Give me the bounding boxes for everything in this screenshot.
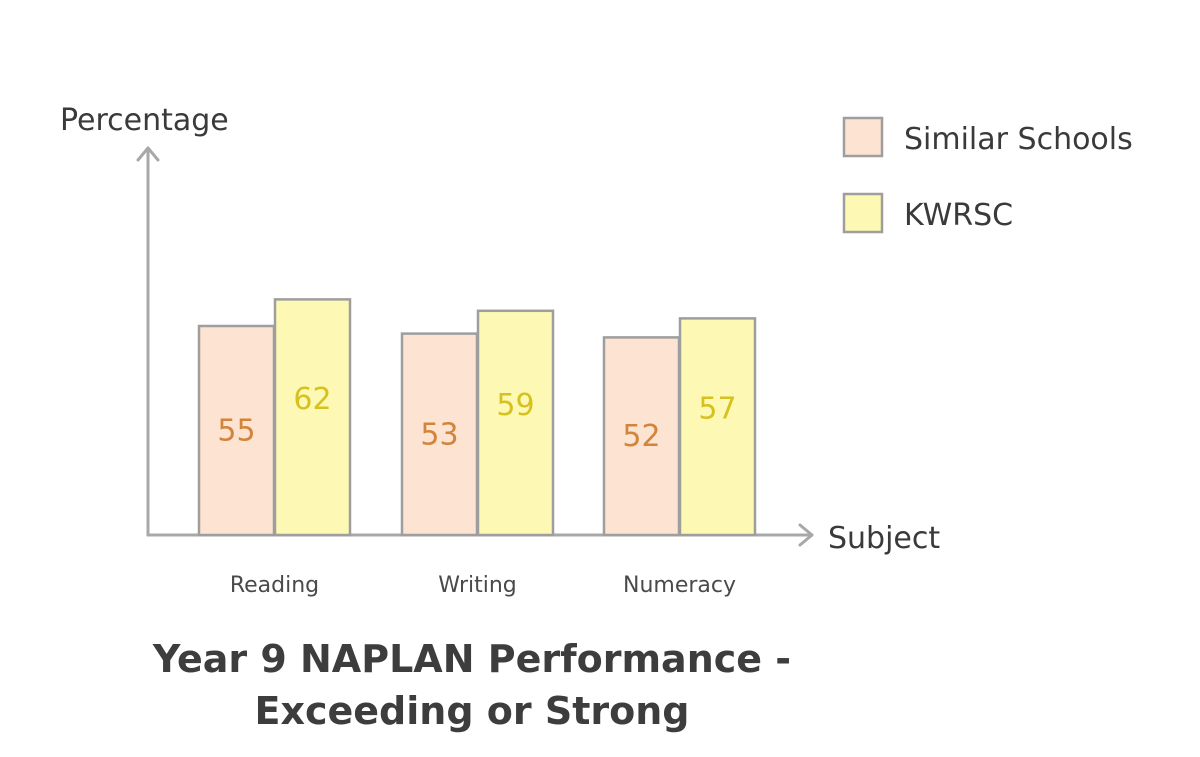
- bars-layer: [197, 298, 757, 537]
- x-tick-label-writing: Writing: [438, 573, 517, 598]
- x-tick-label-numeracy: Numeracy: [623, 573, 736, 598]
- legend-label-similar-schools: Similar Schools: [904, 122, 1133, 157]
- value-label-kwrsc-writing: 59: [496, 388, 534, 423]
- bar-kwrsc-reading: [273, 298, 352, 537]
- y-axis-arrow-icon: [136, 146, 160, 162]
- value-labels-layer: 55 62 53 59 52 57: [217, 382, 736, 454]
- chart-title-line-2: Exceeding or Strong: [255, 689, 690, 733]
- legend-swatch-kwrsc: [842, 192, 884, 234]
- x-axis-title: Subject: [828, 521, 940, 556]
- x-axis-arrow-icon: [798, 523, 814, 547]
- bar-similar-schools-reading: [197, 324, 276, 537]
- value-label-similar-schools-reading: 55: [217, 414, 255, 449]
- value-label-kwrsc-reading: 62: [293, 382, 331, 417]
- value-label-similar-schools-writing: 53: [420, 417, 458, 452]
- bar-kwrsc-writing: [476, 309, 555, 537]
- x-tick-label-reading: Reading: [230, 573, 319, 598]
- y-axis-title: Percentage: [60, 103, 229, 138]
- legend-swatch-similar-schools: [842, 116, 884, 158]
- legend-label-kwrsc: KWRSC: [904, 198, 1013, 233]
- value-label-kwrsc-numeracy: 57: [698, 392, 736, 427]
- legend: Similar Schools KWRSC: [842, 116, 1133, 234]
- chart-title-line-1: Year 9 NAPLAN Performance -: [152, 637, 791, 681]
- category-labels-layer: Reading Writing Numeracy: [230, 573, 736, 598]
- bar-similar-schools-writing: [400, 332, 479, 537]
- bar-kwrsc-numeracy: [678, 317, 757, 537]
- value-label-similar-schools-numeracy: 52: [622, 419, 660, 454]
